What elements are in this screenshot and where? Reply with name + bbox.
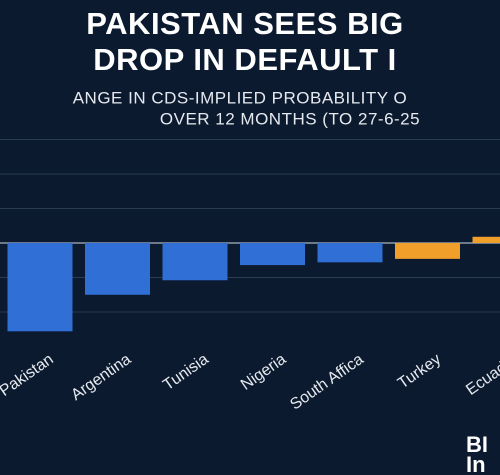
chart-subtitle: ANGE IN CDS-IMPLIED PROBABILITY O: [73, 88, 408, 107]
bar: [240, 243, 305, 266]
bar: [317, 243, 383, 263]
bar: [162, 243, 228, 281]
source-logo: BI: [466, 432, 488, 457]
bar: [85, 243, 150, 295]
chart-title: PAKISTAN SEES BIG: [86, 6, 403, 41]
source-logo: In: [466, 452, 486, 475]
bar: [395, 243, 460, 259]
chart-subtitle: OVER 12 MONTHS (TO 27-6-25: [160, 109, 420, 128]
bar: [7, 243, 73, 332]
chart-title: DROP IN DEFAULT I: [93, 42, 397, 77]
bar: [472, 236, 500, 243]
